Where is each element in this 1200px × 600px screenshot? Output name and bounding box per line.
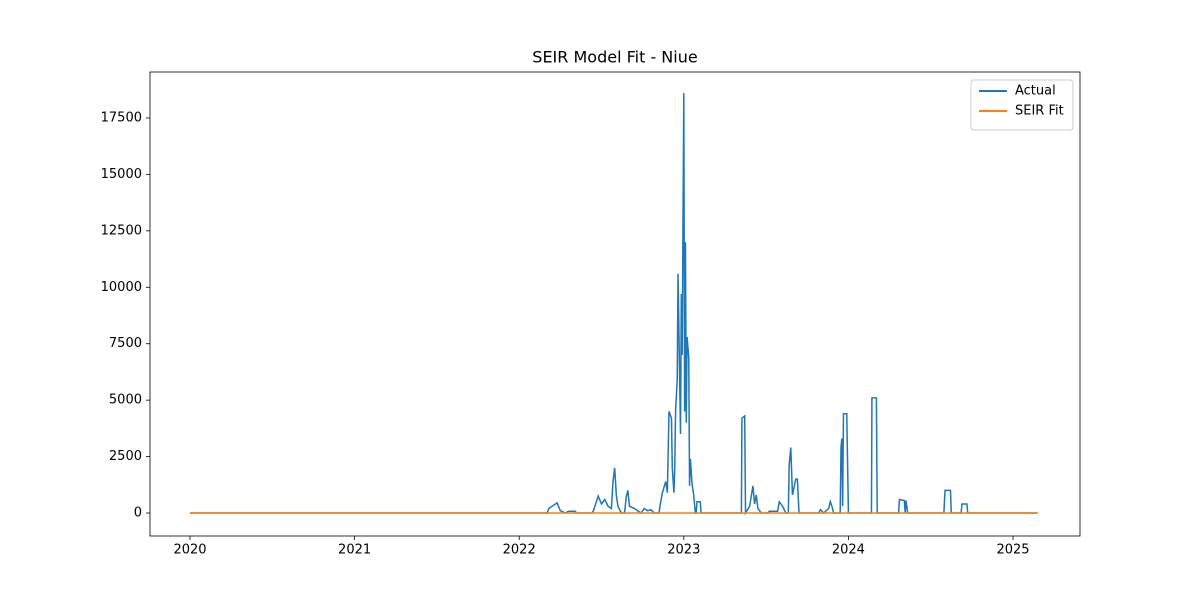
chart-title: SEIR Model Fit - Niue bbox=[532, 48, 697, 67]
y-tick-label: 0 bbox=[134, 505, 142, 520]
legend-box bbox=[970, 79, 1074, 131]
x-tick-label: 2021 bbox=[338, 543, 371, 558]
x-tick-label: 2020 bbox=[173, 543, 206, 558]
x-tick-label: 2022 bbox=[503, 543, 536, 558]
plot-frame bbox=[149, 71, 1081, 537]
y-tick-label: 7500 bbox=[109, 336, 142, 351]
x-tick-label: 2023 bbox=[667, 543, 700, 558]
y-tick-label: 5000 bbox=[109, 393, 142, 408]
x-tick-label: 2024 bbox=[832, 543, 865, 558]
legend-label: SEIR Fit bbox=[1015, 104, 1064, 119]
y-tick-label: 17500 bbox=[101, 111, 142, 126]
y-tick-label: 15000 bbox=[101, 167, 142, 182]
x-tick-label: 2025 bbox=[996, 543, 1029, 558]
y-tick-label: 10000 bbox=[101, 280, 142, 295]
legend-label: Actual bbox=[1015, 84, 1056, 99]
y-tick-label: 2500 bbox=[109, 449, 142, 464]
y-tick-label: 12500 bbox=[101, 223, 142, 238]
